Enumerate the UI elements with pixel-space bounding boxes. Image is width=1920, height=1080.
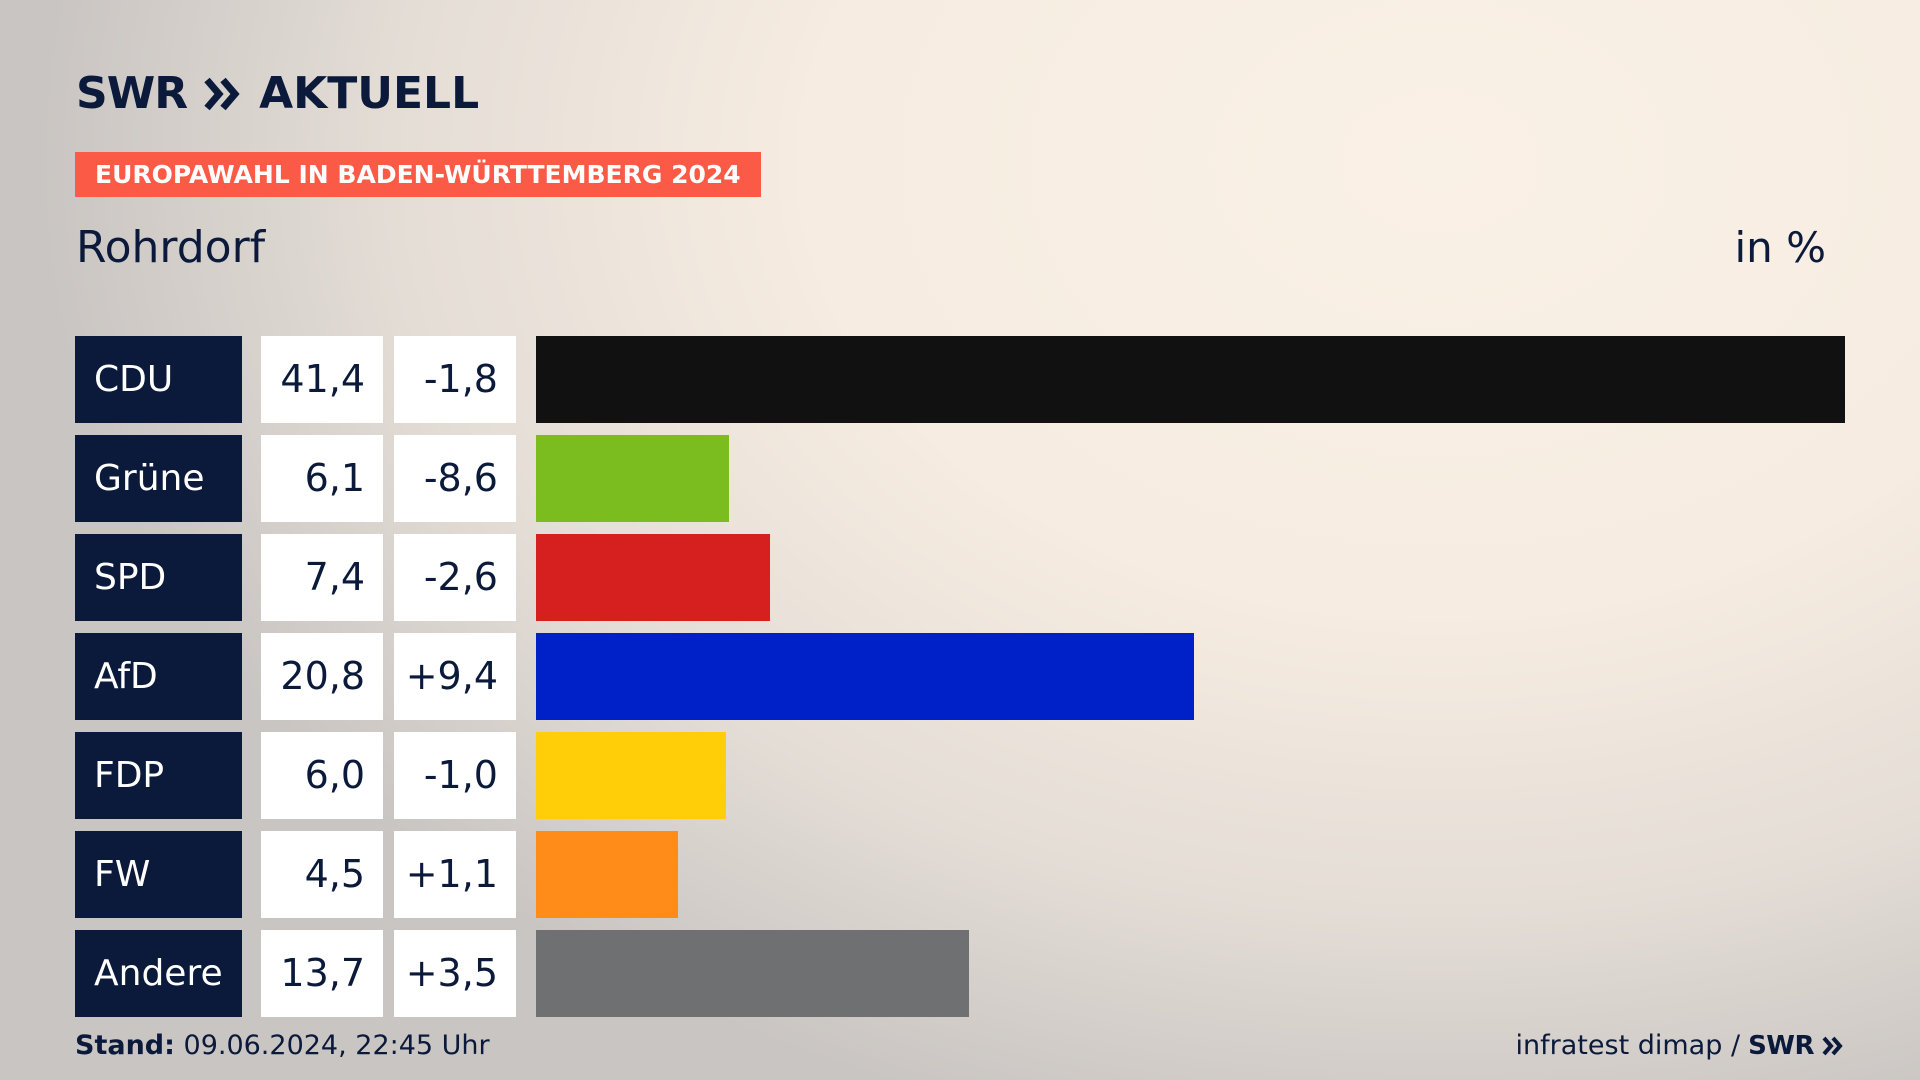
- source-text: infratest dimap /: [1515, 1030, 1741, 1061]
- party-row: Grüne 6,1 -8,6: [75, 435, 1845, 522]
- source-credit: infratest dimap / SWR: [1516, 1028, 1844, 1064]
- party-change: -1,8: [394, 336, 516, 423]
- bar-track: [536, 435, 1845, 522]
- place-title: Rohrdorf: [76, 222, 266, 273]
- logo-product: AKTUELL: [259, 68, 480, 119]
- stand-value: 09.06.2024, 22:45 Uhr: [183, 1030, 490, 1061]
- party-row: AfD 20,8 +9,4: [75, 633, 1845, 720]
- bar-track: [536, 633, 1845, 720]
- stand-label: Stand:: [75, 1030, 175, 1061]
- party-change: -2,6: [394, 534, 516, 621]
- bar-track: [536, 534, 1845, 621]
- bar-track: [536, 336, 1845, 423]
- double-chevron-icon: [204, 77, 240, 111]
- party-row: CDU 41,4 -1,8: [75, 336, 1845, 423]
- double-chevron-icon: [1822, 1036, 1843, 1056]
- bar: [536, 930, 969, 1017]
- bar: [536, 633, 1194, 720]
- bar: [536, 534, 770, 621]
- timestamp: Stand: 09.06.2024, 22:45 Uhr: [75, 1028, 490, 1064]
- party-share: 20,8: [261, 633, 383, 720]
- party-change: -8,6: [394, 435, 516, 522]
- source-brand: SWR: [1748, 1031, 1814, 1061]
- party-share: 7,4: [261, 534, 383, 621]
- party-row: Andere 13,7 +3,5: [75, 930, 1845, 1017]
- party-share: 13,7: [261, 930, 383, 1017]
- party-share: 6,1: [261, 435, 383, 522]
- party-share: 4,5: [261, 831, 383, 918]
- party-share: 41,4: [261, 336, 383, 423]
- party-change: -1,0: [394, 732, 516, 819]
- logo-brand: SWR: [76, 68, 188, 119]
- party-name: Grüne: [75, 435, 242, 522]
- bar: [536, 336, 1845, 423]
- unit-label: in %: [1734, 223, 1826, 272]
- election-badge: EUROPAWAHL IN BADEN-WÜRTTEMBERG 2024: [75, 152, 761, 197]
- bar: [536, 732, 726, 819]
- party-row: FW 4,5 +1,1: [75, 831, 1845, 918]
- party-change: +9,4: [394, 633, 516, 720]
- party-change: +3,5: [394, 930, 516, 1017]
- bar: [536, 831, 678, 918]
- bar-track: [536, 732, 1845, 819]
- party-row: SPD 7,4 -2,6: [75, 534, 1845, 621]
- party-name: SPD: [75, 534, 242, 621]
- party-name: CDU: [75, 336, 242, 423]
- bar: [536, 435, 729, 522]
- party-name: AfD: [75, 633, 242, 720]
- swr-aktuell-logo: SWR AKTUELL: [76, 66, 479, 122]
- party-share: 6,0: [261, 732, 383, 819]
- party-row: FDP 6,0 -1,0: [75, 732, 1845, 819]
- party-name: Andere: [75, 930, 242, 1017]
- bar-track: [536, 930, 1845, 1017]
- party-name: FW: [75, 831, 242, 918]
- party-name: FDP: [75, 732, 242, 819]
- bar-track: [536, 831, 1845, 918]
- party-change: +1,1: [394, 831, 516, 918]
